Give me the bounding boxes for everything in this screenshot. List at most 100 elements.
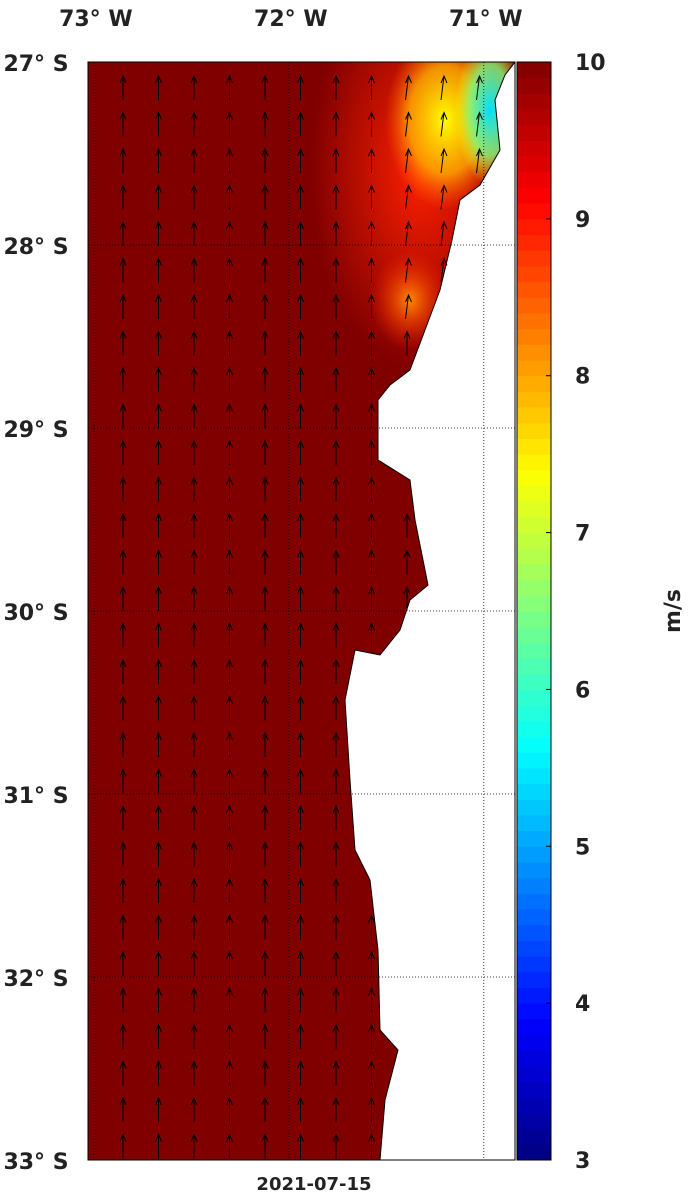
wind-arrow — [119, 439, 127, 465]
wind-arrow — [190, 512, 198, 538]
wind-arrow — [226, 914, 233, 940]
wind-arrow — [261, 549, 269, 575]
wind-arrow — [368, 549, 375, 575]
wind-arrow — [368, 622, 375, 648]
wind-arrow — [119, 695, 127, 721]
colorbar-step — [517, 344, 551, 361]
wind-arrow — [368, 439, 375, 465]
wind-arrow — [190, 987, 198, 1013]
wind-arrow — [190, 257, 198, 283]
wind-arrow — [261, 1023, 269, 1049]
wind-arrow — [119, 622, 127, 648]
colorbar-step — [517, 595, 551, 612]
wind-arrow — [119, 804, 127, 830]
wind-arrow — [332, 768, 340, 794]
colorbar-step — [517, 297, 551, 314]
colorbar-step — [517, 77, 551, 94]
wind-arrow — [155, 658, 162, 684]
wind-arrow — [332, 549, 340, 575]
colorbar-step — [517, 705, 551, 722]
wind-arrow — [226, 585, 233, 611]
wind-arrow — [119, 257, 127, 283]
colorbar-step — [517, 893, 551, 910]
wind-arrow — [297, 1023, 304, 1049]
wind-arrow — [226, 549, 233, 575]
wind-arrow — [261, 622, 269, 648]
wind-arrow — [368, 585, 375, 611]
wind-arrow — [226, 768, 233, 794]
colorbar-step — [517, 438, 551, 455]
wind-arrow — [190, 695, 198, 721]
wind-arrow — [190, 476, 198, 502]
colorbar-step — [517, 611, 551, 628]
wind-arrow — [119, 768, 127, 794]
y-tick-label: 32° S — [3, 967, 68, 992]
wind-arrow — [190, 731, 198, 757]
wind-arrow — [155, 1133, 162, 1159]
colorbar-step — [517, 830, 551, 847]
colorbar-step — [517, 265, 551, 283]
wind-arrow — [403, 512, 411, 538]
colorbar-step — [517, 454, 551, 471]
wind-arrow — [261, 330, 269, 356]
colorbar-tick-label: 5 — [575, 835, 590, 860]
wind-arrow — [297, 585, 304, 611]
wind-arrow — [368, 1133, 375, 1159]
wind-arrow — [332, 877, 340, 903]
wind-arrow — [405, 74, 412, 101]
wind-arrow — [261, 439, 269, 465]
wind-arrow — [190, 74, 198, 100]
wind-arrow — [368, 987, 375, 1013]
colorbar-step — [517, 673, 551, 690]
wind-arrow — [440, 257, 448, 283]
wind-arrow — [261, 658, 269, 684]
wind-arrow — [261, 403, 269, 429]
wind-arrow — [332, 841, 340, 867]
colorbar-frame — [516, 61, 552, 1161]
colorbar-step — [517, 563, 551, 581]
wind-arrow — [261, 1133, 269, 1159]
wind-arrow — [261, 987, 269, 1013]
wind-arrow — [403, 549, 411, 575]
wind-arrow — [155, 987, 162, 1013]
colorbar-step — [517, 375, 551, 392]
wind-arrow — [332, 1060, 340, 1086]
wind-arrow — [332, 330, 340, 356]
y-tick-label: 29° S — [3, 418, 68, 443]
colorbar-step — [517, 752, 551, 769]
y-tick-label: 28° S — [3, 235, 68, 260]
wind-arrow — [155, 914, 162, 940]
colorbar-step — [517, 532, 551, 549]
wind-arrow — [332, 1096, 340, 1122]
wind-arrow — [261, 695, 269, 721]
wind-arrow — [368, 147, 375, 173]
wind-arrow — [297, 366, 304, 392]
wind-arrow — [190, 549, 198, 575]
wind-arrow — [368, 1096, 375, 1122]
wind-arrow — [155, 220, 162, 246]
wind-arrow — [119, 987, 127, 1013]
wind-arrow — [261, 111, 269, 137]
colorbar-step — [517, 469, 551, 487]
plot-frame — [87, 61, 516, 1161]
colorbar-step — [517, 218, 551, 236]
colorbar-tick-label: 8 — [575, 365, 590, 390]
wind-arrow — [155, 1060, 162, 1086]
wind-arrow — [332, 439, 340, 465]
wind-arrow — [155, 877, 162, 903]
colorbar-step — [517, 124, 551, 141]
wind-arrow — [190, 147, 198, 173]
colorbar-step — [517, 814, 551, 832]
wind-arrow — [332, 622, 340, 648]
wind-arrow — [190, 768, 198, 794]
wind-arrow — [155, 841, 162, 867]
wind-arrow — [261, 841, 269, 867]
wind-arrow — [297, 731, 304, 757]
wind-arrow — [440, 111, 448, 137]
wind-arrow — [226, 184, 233, 210]
wind-arrow — [261, 476, 269, 502]
wind-arrow — [226, 658, 233, 684]
colorbar-step — [517, 93, 551, 110]
colorbar-step — [517, 422, 551, 439]
wind-arrow — [261, 184, 269, 210]
